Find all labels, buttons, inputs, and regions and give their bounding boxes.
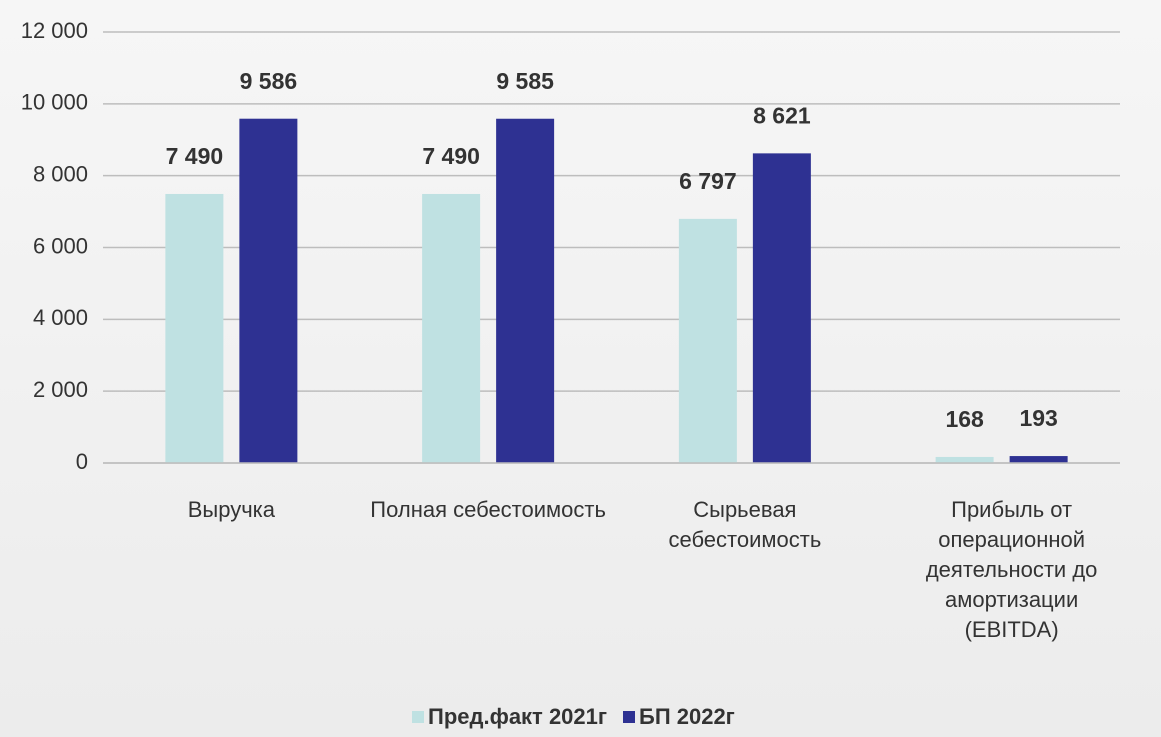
data-label: 7 490 <box>422 143 480 169</box>
bar <box>678 218 737 463</box>
y-tick-label: 4 000 <box>33 305 88 330</box>
legend-swatch <box>412 711 424 723</box>
data-label: 168 <box>945 406 984 432</box>
legend-label: БП 2022г <box>639 704 735 729</box>
bar <box>239 118 298 464</box>
bar <box>165 193 224 463</box>
y-tick-label: 10 000 <box>21 90 88 115</box>
y-tick-label: 6 000 <box>33 233 88 258</box>
y-tick-label: 2 000 <box>33 377 88 402</box>
legend-swatch <box>623 711 635 723</box>
y-tick-label: 8 000 <box>33 161 88 186</box>
x-tick-label: Прибыль от операционной деятельности до … <box>925 497 1098 642</box>
y-tick-label: 0 <box>76 449 88 474</box>
bar <box>496 118 555 464</box>
data-label: 193 <box>1019 405 1057 431</box>
data-label: 9 586 <box>240 68 298 94</box>
data-label: 7 490 <box>166 143 224 169</box>
bar <box>1009 456 1068 463</box>
bar <box>752 153 811 463</box>
legend-label: Пред.факт 2021г <box>428 704 607 729</box>
x-tick-label: Сырьевая себестоимость <box>668 497 822 552</box>
x-tick-label: Выручка <box>187 497 276 522</box>
y-tick-label: 12 000 <box>21 18 88 43</box>
bar <box>422 193 481 463</box>
x-tick-label: Полная себестоимость <box>370 497 606 522</box>
bar <box>935 456 994 463</box>
data-label: 9 585 <box>496 68 554 94</box>
data-label: 6 797 <box>679 168 737 194</box>
data-label: 8 621 <box>753 102 811 128</box>
